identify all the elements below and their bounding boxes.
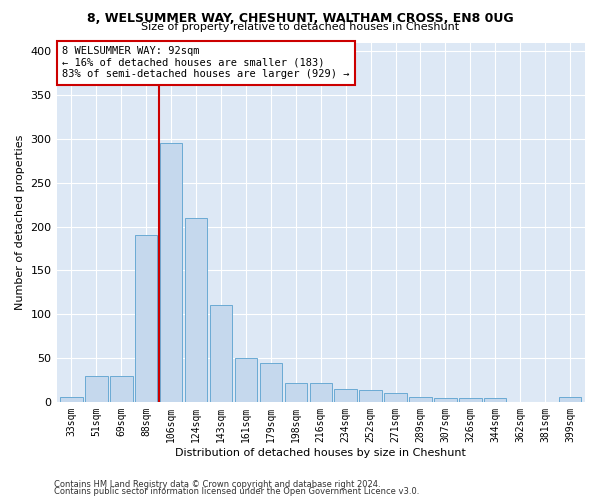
Bar <box>160 144 182 402</box>
Bar <box>284 384 307 402</box>
Bar <box>260 364 282 402</box>
Bar <box>385 393 407 402</box>
Bar <box>135 236 157 402</box>
Bar <box>359 390 382 402</box>
Bar <box>434 398 457 402</box>
Bar <box>110 376 133 402</box>
Bar <box>334 388 357 402</box>
Bar <box>310 384 332 402</box>
Bar <box>60 398 83 402</box>
Text: Size of property relative to detached houses in Cheshunt: Size of property relative to detached ho… <box>141 22 459 32</box>
Y-axis label: Number of detached properties: Number of detached properties <box>15 134 25 310</box>
Bar <box>185 218 208 402</box>
Bar <box>484 398 506 402</box>
Bar <box>409 398 431 402</box>
Text: 8, WELSUMMER WAY, CHESHUNT, WALTHAM CROSS, EN8 0UG: 8, WELSUMMER WAY, CHESHUNT, WALTHAM CROS… <box>86 12 514 26</box>
Text: Contains HM Land Registry data © Crown copyright and database right 2024.: Contains HM Land Registry data © Crown c… <box>54 480 380 489</box>
Text: 8 WELSUMMER WAY: 92sqm
← 16% of detached houses are smaller (183)
83% of semi-de: 8 WELSUMMER WAY: 92sqm ← 16% of detached… <box>62 46 349 80</box>
Bar <box>235 358 257 402</box>
Bar <box>85 376 107 402</box>
X-axis label: Distribution of detached houses by size in Cheshunt: Distribution of detached houses by size … <box>175 448 466 458</box>
Text: Contains public sector information licensed under the Open Government Licence v3: Contains public sector information licen… <box>54 488 419 496</box>
Bar <box>459 398 482 402</box>
Bar <box>210 306 232 402</box>
Bar <box>559 398 581 402</box>
